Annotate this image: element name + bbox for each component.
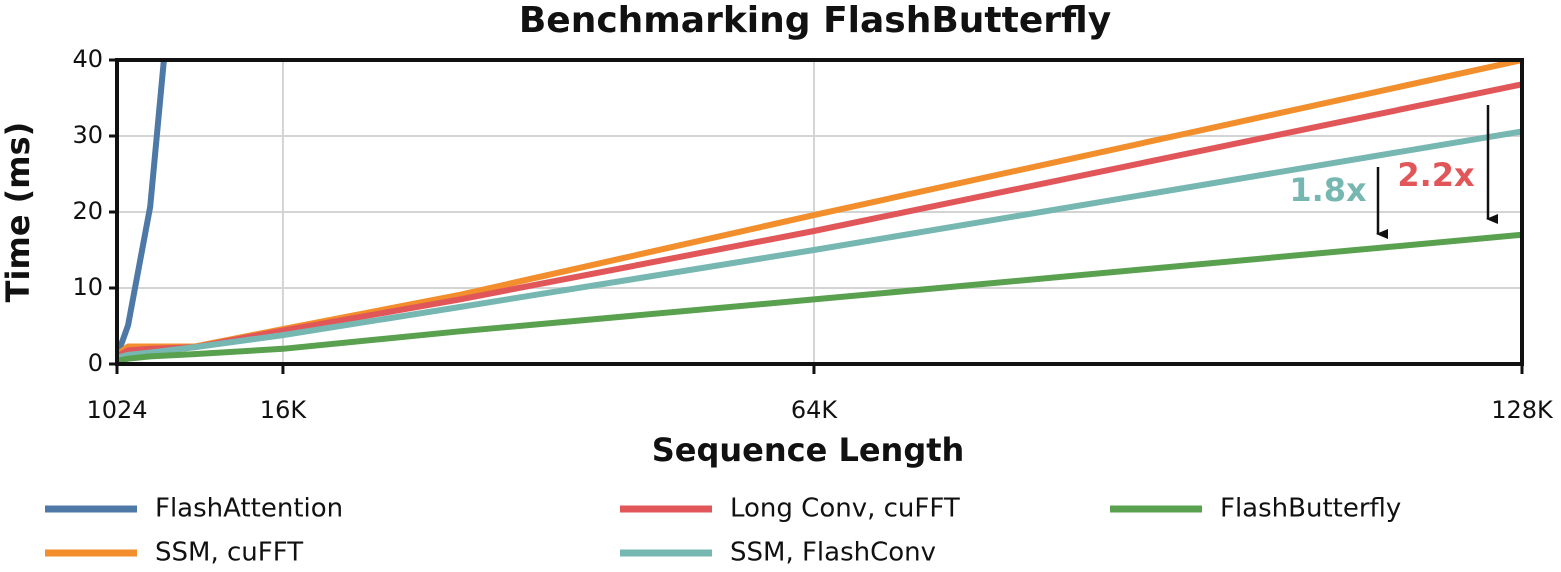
x-tick-label: 64K xyxy=(791,396,839,424)
annotation: 1.8x xyxy=(1289,171,1367,209)
plot-lines xyxy=(117,60,1522,364)
series-line xyxy=(117,231,1522,364)
legend-label: Long Conv, cuFFT xyxy=(730,494,960,524)
y-tick-label: 20 xyxy=(72,197,103,225)
y-tick-label: 30 xyxy=(72,121,103,149)
legend: FlashAttention SSM, cuFFT Long Conv, cuFFT… xyxy=(45,494,1401,568)
x-axis-label: Sequence Length xyxy=(652,431,965,469)
legend-label: SSM, cuFFT xyxy=(155,538,303,568)
x-tick-label: 128K xyxy=(1491,396,1554,424)
series-line xyxy=(117,60,167,358)
legend-label: SSM, FlashConv xyxy=(730,538,936,568)
legend-label: FlashAttention xyxy=(155,494,343,524)
legend-label: FlashButterfly xyxy=(1220,494,1401,524)
y-tick-label: 10 xyxy=(72,273,103,301)
y-axis-label: Time (ms) xyxy=(0,122,37,303)
axes: 0 10 20 30 40 1024 16K 64K 128K xyxy=(72,45,1554,424)
x-tick-label: 16K xyxy=(260,396,308,424)
annotation: 2.2x xyxy=(1397,156,1475,194)
y-tick-label: 40 xyxy=(72,45,103,73)
series-line xyxy=(117,81,1522,360)
x-tick-label: 1024 xyxy=(86,396,147,424)
series-line xyxy=(117,128,1522,361)
y-tick-label: 0 xyxy=(88,349,103,377)
chart-title: Benchmarking FlashButterfly xyxy=(519,0,1111,41)
